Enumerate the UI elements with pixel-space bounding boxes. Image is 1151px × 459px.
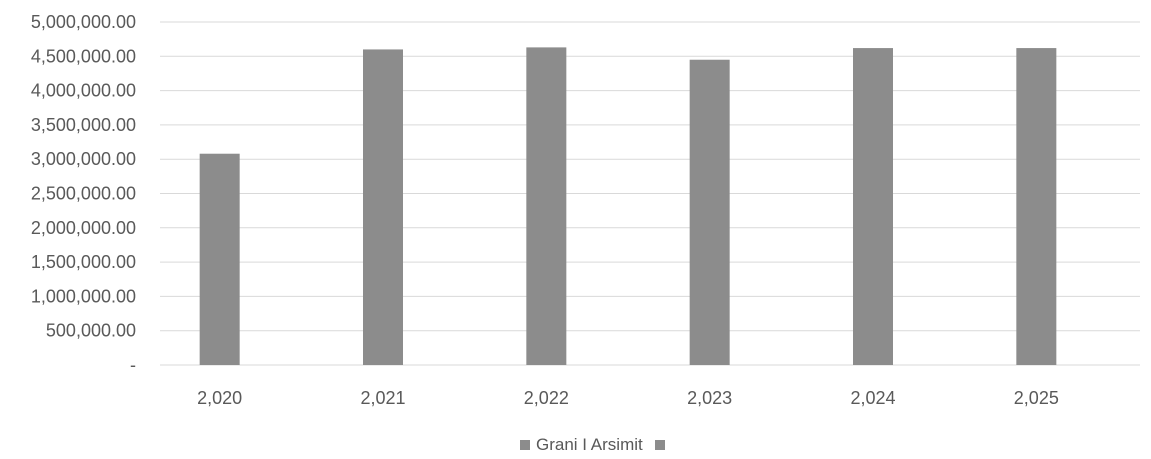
- y-tick-label: 2,000,000.00: [31, 218, 136, 238]
- x-tick-label: 2,023: [687, 388, 732, 408]
- bar-6: [1016, 48, 1056, 365]
- x-tick-label: 2,022: [524, 388, 569, 408]
- y-tick-label: 4,500,000.00: [31, 46, 136, 66]
- bars: [200, 47, 1057, 365]
- legend-swatch-secondary: [655, 440, 665, 450]
- bar-3: [526, 47, 566, 365]
- bar-2: [363, 49, 403, 365]
- x-tick-label: 2,020: [197, 388, 242, 408]
- legend-label: Grani I Arsimit: [536, 435, 643, 454]
- bar-5: [853, 48, 893, 365]
- y-tick-label: 500,000.00: [46, 321, 136, 341]
- y-tick-label: 1,000,000.00: [31, 286, 136, 306]
- x-tick-label: 2,025: [1014, 388, 1059, 408]
- x-axis-tick-labels: 2,020 2,021 2,022 2,023 2,024 2,025: [197, 388, 1059, 408]
- gridlines: [160, 22, 1140, 365]
- y-tick-label: 1,500,000.00: [31, 252, 136, 272]
- y-axis-tick-labels: - 500,000.00 1,000,000.00 1,500,000.00 2,000…: [31, 12, 136, 375]
- y-tick-label: -: [130, 355, 136, 375]
- x-tick-label: 2,021: [360, 388, 405, 408]
- legend: Grani I Arsimit: [520, 435, 665, 454]
- y-tick-label: 3,000,000.00: [31, 149, 136, 169]
- bar-1: [200, 154, 240, 365]
- y-tick-label: 5,000,000.00: [31, 12, 136, 32]
- legend-swatch: [520, 440, 530, 450]
- y-tick-label: 2,500,000.00: [31, 184, 136, 204]
- x-tick-label: 2,024: [850, 388, 895, 408]
- y-tick-label: 3,500,000.00: [31, 115, 136, 135]
- bar-4: [690, 60, 730, 365]
- y-tick-label: 4,000,000.00: [31, 81, 136, 101]
